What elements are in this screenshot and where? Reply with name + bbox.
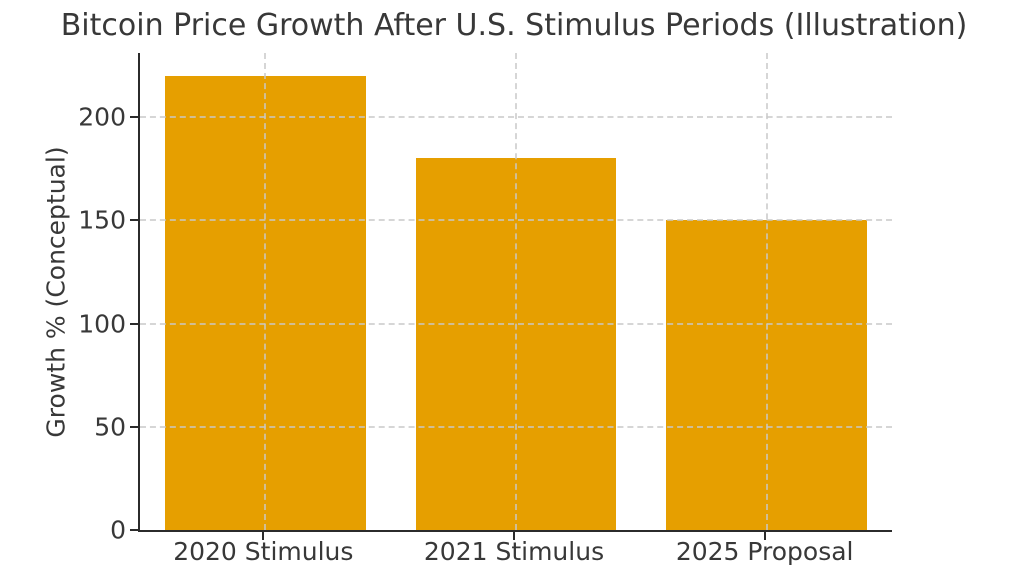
x-tick-label: 2020 Stimulus [173, 537, 354, 566]
x-tick-mark [763, 532, 766, 540]
y-tick-mark [130, 116, 138, 118]
y-tick-label: 0 [110, 515, 126, 545]
y-tick-mark [130, 425, 138, 428]
y-axis-label: Growth % (Conceptual) [41, 146, 71, 438]
x-tick-mark [262, 532, 265, 540]
y-tick-mark [130, 322, 138, 325]
x-tick-label: 2025 Proposal [675, 537, 854, 566]
chart-title: Bitcoin Price Growth After U.S. Stimulus… [60, 8, 968, 43]
x-gridline [765, 53, 768, 530]
x-tick-mark [513, 532, 515, 540]
y-tick-mark [130, 219, 138, 222]
y-tick-label: 100 [78, 309, 126, 338]
y-tick-label: 150 [78, 205, 126, 235]
plot-area [138, 53, 892, 532]
x-gridline [515, 53, 517, 530]
y-tick-label: 200 [78, 102, 126, 132]
x-gridline [264, 53, 267, 530]
x-tick-label: 2021 Stimulus [423, 537, 605, 566]
y-tick-mark [130, 529, 138, 531]
y-tick-label: 50 [94, 412, 126, 442]
